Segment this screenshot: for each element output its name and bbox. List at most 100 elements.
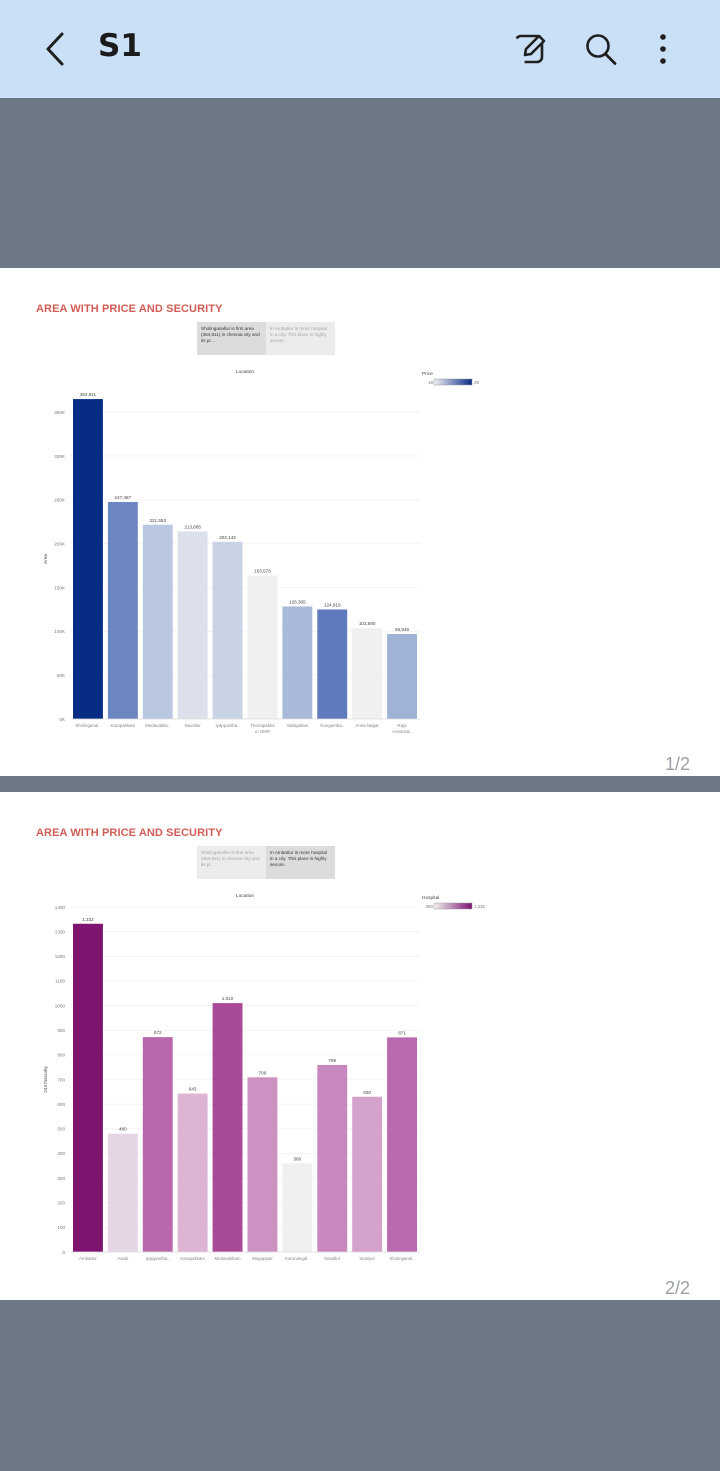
x-tick-label: Anna Nagar: [355, 723, 379, 728]
data-label: 96,946: [395, 627, 409, 632]
x-tick-label: Thoraipakka: [250, 723, 275, 728]
bar-7: [317, 1064, 348, 1252]
bar-3: [177, 531, 208, 719]
search-icon[interactable]: [581, 28, 621, 70]
y-tick-label: 400: [57, 1151, 65, 1156]
data-label: 163,578: [254, 569, 271, 574]
x-tick-label: Medavakka..: [145, 723, 170, 728]
app-bar: S1: [0, 0, 720, 98]
page-number: 2/2: [664, 1278, 690, 1298]
x-tick-label: Annamal..: [392, 729, 412, 734]
y-tick-label: 300K: [54, 454, 66, 459]
y-tick-label: 600: [57, 1102, 65, 1107]
back-arrow-icon[interactable]: [38, 28, 78, 70]
document-title: S1: [98, 28, 142, 64]
bar-8: [352, 628, 383, 719]
legend-title: Price: [422, 371, 433, 377]
story-caption-1[interactable]: Sholinganallur is first area (364,911) i…: [197, 322, 266, 355]
x-tick-label: Navallur: [324, 1256, 341, 1261]
x-tick-label: Karapakkam: [180, 1256, 205, 1261]
y-axis-label: Area: [43, 554, 48, 564]
y-tick-label: 200: [57, 1201, 65, 1206]
x-tick-label: m OMR: [255, 729, 270, 734]
legend-min-label: 360: [426, 904, 434, 909]
y-tick-label: 300: [57, 1176, 65, 1181]
y-tick-label: 200K: [54, 541, 66, 546]
data-label: 480: [119, 1127, 127, 1132]
legend-color-ramp: [433, 902, 473, 910]
data-label: 630: [363, 1090, 371, 1095]
x-tick-label: Sholinganal..: [389, 1256, 414, 1261]
y-tick-label: 50K: [57, 673, 66, 678]
x-tick-label: Iyappantha..: [215, 723, 239, 728]
data-label: 221,553: [149, 518, 166, 523]
x-tick-label: Kanmangal..: [285, 1256, 310, 1261]
chart-title: Location: [236, 893, 254, 899]
bar-9: [387, 1037, 417, 1252]
bar-0: [73, 923, 103, 1252]
x-tick-label: Ambattur: [79, 1256, 97, 1261]
y-tick-label: 350K: [54, 410, 66, 415]
y-tick-label: 0K: [59, 717, 66, 722]
slide-page-1[interactable]: AREA WITH PRICE AND SECURITY Sholinganal…: [0, 268, 720, 776]
x-tick-label: Sholinganal..: [75, 723, 100, 728]
bar-8: [352, 1096, 383, 1252]
y-tick-label: 250K: [54, 498, 66, 503]
legend-color-ramp: [433, 378, 473, 386]
legend-title: Hospital: [422, 895, 439, 901]
bar-1: [107, 1133, 138, 1252]
data-label: 360: [294, 1156, 302, 1161]
data-label: 124,919: [324, 602, 341, 607]
y-tick-label: 150K: [54, 585, 66, 590]
story-caption-2[interactable]: In Ambattur is more hospital in a city. …: [266, 322, 335, 355]
story-captions: Sholinganallur is first area (364,911) i…: [197, 846, 335, 879]
x-tick-label: Navallur: [185, 723, 202, 728]
story-caption-2[interactable]: In Ambattur is more hospital in a city. …: [266, 846, 335, 879]
data-label: 1,332: [82, 917, 94, 922]
y-tick-label: 100: [57, 1225, 65, 1230]
bar-9: [387, 634, 417, 719]
data-label: 643: [189, 1087, 197, 1092]
y-tick-label: 1200: [55, 954, 66, 959]
x-tick-label: Mogappair: [252, 1256, 273, 1261]
x-tick-label: Avadi: [117, 1256, 128, 1261]
more-vert-icon[interactable]: [643, 28, 683, 70]
data-label: 1,010: [222, 996, 234, 1001]
data-label: 871: [398, 1030, 406, 1035]
dashboard-title: AREA WITH PRICE AND SECURITY: [36, 303, 223, 315]
y-tick-label: 500: [57, 1127, 65, 1132]
y-tick-label: 1300: [55, 929, 66, 934]
bar-0: [73, 399, 103, 719]
area-bar-chart: 0K 50K 100K 150K 200K 250K 300K 350K Location Are…: [43, 369, 479, 734]
legend-max-label: 1,332: [474, 904, 486, 909]
data-label: 213,885: [184, 524, 201, 529]
y-tick-label: 700: [57, 1077, 65, 1082]
bar-1: [107, 502, 138, 719]
x-tick-label: Karapakkam: [111, 723, 136, 728]
bar-5: [247, 1077, 278, 1252]
bar-5: [247, 575, 278, 719]
x-tick-label: Vadapalani: [287, 723, 309, 728]
y-tick-label: 1400: [55, 905, 66, 910]
data-label: 247,487: [115, 495, 132, 500]
bar-2: [142, 524, 173, 719]
data-label: 128,365: [289, 599, 306, 604]
legend-min-label: 18: [428, 380, 433, 385]
y-tick-label: 900: [57, 1028, 65, 1033]
slide-page-2[interactable]: AREA WITH PRICE AND SECURITY Sholinganal…: [0, 792, 720, 1300]
y-tick-label: 1000: [55, 1003, 66, 1008]
edit-icon[interactable]: [510, 28, 550, 70]
bar-6: [282, 606, 313, 719]
bar-4: [212, 1003, 243, 1252]
bar-6: [282, 1163, 313, 1252]
bar-4: [212, 541, 243, 719]
chart-title: Location: [236, 369, 254, 375]
legend-max-label: 28: [474, 380, 479, 385]
story-caption-1[interactable]: Sholinganallur is first area (364,911) i…: [197, 846, 266, 879]
data-label: 103,680: [359, 621, 376, 626]
security-bar-chart: 0 100 200 300 400 500 600 700 800 900 1000 1100 1200…: [43, 893, 486, 1261]
bar-7: [317, 609, 348, 719]
data-label: 872: [154, 1030, 162, 1035]
y-tick-label: 0: [62, 1250, 65, 1255]
data-label: 202,142: [219, 535, 236, 540]
